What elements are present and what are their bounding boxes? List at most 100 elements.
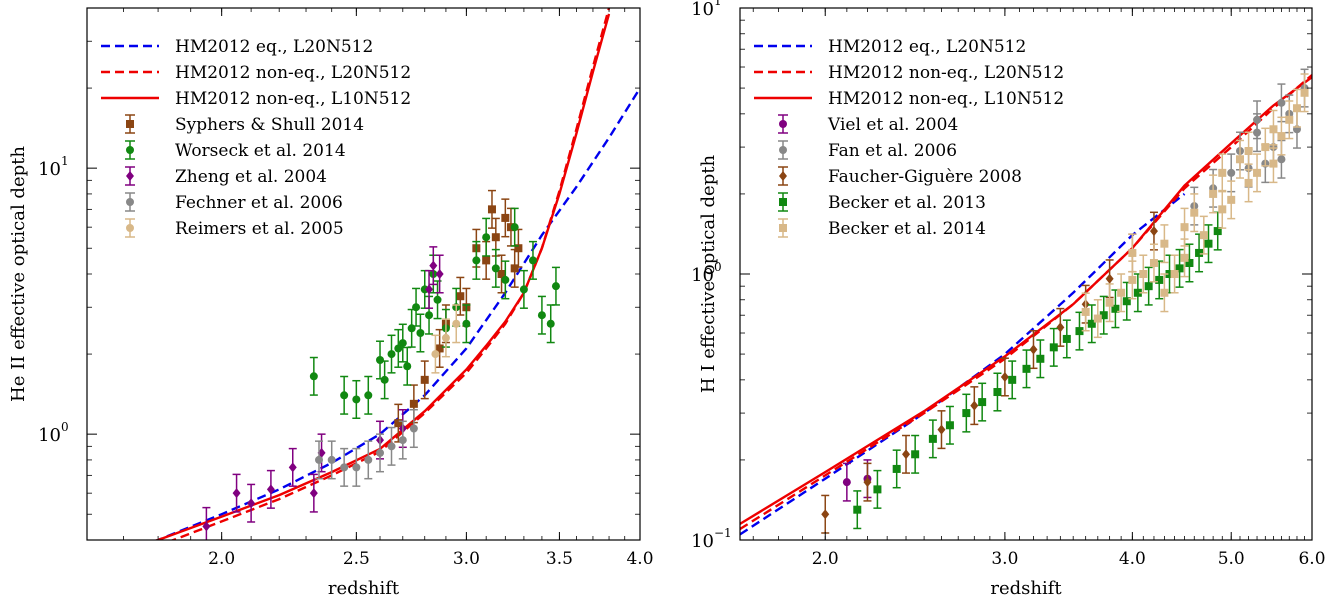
data-point xyxy=(456,276,465,316)
marker xyxy=(1149,258,1158,267)
series-line-2 xyxy=(740,76,1312,525)
marker xyxy=(1170,270,1179,278)
data-point xyxy=(1149,243,1158,283)
data-point xyxy=(993,372,1002,412)
marker xyxy=(398,339,407,348)
data-point xyxy=(202,506,211,540)
marker xyxy=(352,463,361,472)
legend-label: Becker et al. 2014 xyxy=(828,219,986,239)
data-point xyxy=(266,469,275,509)
marker xyxy=(937,424,946,435)
data-point xyxy=(1269,144,1278,184)
legend-item: Viel et al. 2004 xyxy=(778,114,958,135)
data-point xyxy=(1292,88,1301,128)
series-line-0 xyxy=(154,87,640,540)
legend-marker xyxy=(126,198,134,206)
marker xyxy=(945,421,954,430)
data-point xyxy=(407,308,416,348)
plot-area xyxy=(740,68,1312,536)
data-point xyxy=(309,356,318,396)
marker xyxy=(970,400,979,411)
marker xyxy=(863,477,872,488)
y-tick-exponent: 0 xyxy=(61,420,69,434)
data-point xyxy=(352,379,361,420)
marker xyxy=(364,455,373,464)
data-point xyxy=(501,260,510,300)
data-point xyxy=(1235,139,1244,179)
marker xyxy=(482,233,491,242)
data-point xyxy=(528,240,537,280)
y-axis-label: He II effective optical depth xyxy=(8,146,29,402)
marker xyxy=(1165,270,1174,278)
marker xyxy=(1261,143,1270,152)
legend-item: Reimers et al. 2005 xyxy=(125,218,344,239)
x-tick-label: 3.5 xyxy=(546,549,573,569)
marker xyxy=(1253,115,1262,124)
data-point xyxy=(1253,100,1262,140)
y-tick-exponent: 1 xyxy=(61,154,69,168)
marker xyxy=(528,256,537,265)
data-point xyxy=(1122,281,1131,321)
marker xyxy=(266,484,275,495)
marker xyxy=(340,391,349,400)
marker xyxy=(364,391,373,400)
marker xyxy=(821,509,830,520)
marker xyxy=(1285,115,1294,124)
x-tick-label: 6.0 xyxy=(1298,549,1325,569)
data-point xyxy=(398,420,407,460)
legend-marker xyxy=(779,224,787,232)
marker xyxy=(309,488,318,499)
data-point xyxy=(1175,248,1184,288)
legend-item: HM2012 non-eq., L20N512 xyxy=(101,63,411,83)
marker xyxy=(978,398,987,407)
data-point xyxy=(441,318,450,358)
legend-label: HM2012 non-eq., L20N512 xyxy=(175,63,411,83)
data-point xyxy=(288,447,297,487)
marker xyxy=(1227,195,1236,204)
marker xyxy=(519,285,528,294)
legend-marker xyxy=(779,171,787,181)
data-point xyxy=(1062,319,1071,359)
y-tick-exponent: 0 xyxy=(714,260,722,274)
marker xyxy=(1277,132,1286,141)
x-tick-label: 2.0 xyxy=(812,549,839,569)
data-point xyxy=(1049,327,1058,367)
marker xyxy=(441,333,450,342)
legend-marker xyxy=(126,224,134,232)
marker xyxy=(1269,125,1278,134)
data-point xyxy=(327,440,336,480)
marker xyxy=(387,442,396,451)
data-point xyxy=(376,340,385,380)
marker xyxy=(1105,273,1114,284)
marker xyxy=(1204,239,1213,248)
data-point xyxy=(1000,357,1009,397)
marker xyxy=(1180,253,1189,262)
marker xyxy=(911,450,920,459)
marker xyxy=(232,488,241,499)
data-point xyxy=(537,295,546,335)
data-point xyxy=(1269,109,1278,149)
legend: HM2012 eq., L20N512 HM2012 non-eq., L20N5… xyxy=(101,37,411,239)
x-tick-label: 3.0 xyxy=(453,549,480,569)
marker xyxy=(1209,189,1218,198)
legend-label: HM2012 eq., L20N512 xyxy=(828,37,1026,57)
data-point xyxy=(232,473,241,513)
data-point xyxy=(1190,193,1199,233)
data-point xyxy=(352,447,361,487)
data-point xyxy=(1180,238,1189,278)
marker xyxy=(993,388,1002,397)
data-point xyxy=(970,386,979,426)
data-point xyxy=(380,360,389,400)
data-point xyxy=(309,473,318,513)
marker xyxy=(412,303,421,312)
legend-label: Syphers & Shull 2014 xyxy=(175,115,364,135)
x-tick-label: 2.5 xyxy=(343,549,370,569)
plot-area xyxy=(153,8,640,540)
x-tick-label: 2.0 xyxy=(208,549,235,569)
data-point xyxy=(1253,153,1262,193)
marker xyxy=(1269,159,1278,168)
legend-label: HM2012 non-eq., L10N512 xyxy=(175,89,411,109)
axes-frame xyxy=(739,7,1313,541)
marker xyxy=(1292,104,1301,113)
